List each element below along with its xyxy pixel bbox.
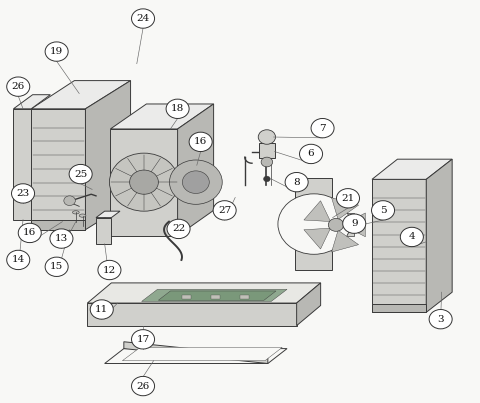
Text: 7: 7 <box>319 124 326 133</box>
Polygon shape <box>96 211 120 218</box>
Circle shape <box>167 219 190 239</box>
Polygon shape <box>304 228 331 249</box>
Polygon shape <box>297 283 321 326</box>
Circle shape <box>182 171 209 193</box>
Polygon shape <box>304 201 331 222</box>
Circle shape <box>166 99 189 118</box>
Ellipse shape <box>72 211 79 214</box>
Text: 25: 25 <box>74 170 87 179</box>
Circle shape <box>132 376 155 396</box>
Text: 27: 27 <box>218 206 231 215</box>
Text: 23: 23 <box>16 189 30 198</box>
Circle shape <box>189 132 212 152</box>
Text: 12: 12 <box>103 266 116 274</box>
Polygon shape <box>332 198 359 220</box>
Circle shape <box>50 229 73 248</box>
Circle shape <box>336 189 360 208</box>
Circle shape <box>12 184 35 203</box>
Polygon shape <box>13 109 31 220</box>
Circle shape <box>343 214 366 233</box>
Polygon shape <box>372 304 426 312</box>
Text: 18: 18 <box>171 104 184 113</box>
Polygon shape <box>295 178 332 270</box>
Text: 3: 3 <box>437 315 444 324</box>
Circle shape <box>372 201 395 220</box>
Polygon shape <box>110 129 178 236</box>
Polygon shape <box>178 104 214 236</box>
Circle shape <box>45 257 68 276</box>
Text: 8: 8 <box>293 178 300 187</box>
Circle shape <box>132 9 155 28</box>
Text: 24: 24 <box>136 14 150 23</box>
Text: 17: 17 <box>136 335 150 344</box>
Text: 5: 5 <box>380 206 386 215</box>
Text: 14: 14 <box>12 256 25 264</box>
Polygon shape <box>124 342 268 364</box>
Polygon shape <box>96 218 111 244</box>
Text: 19: 19 <box>50 47 63 56</box>
Circle shape <box>7 250 30 270</box>
Polygon shape <box>87 283 321 303</box>
Polygon shape <box>259 143 275 158</box>
Polygon shape <box>332 230 359 252</box>
Circle shape <box>258 130 276 144</box>
Circle shape <box>400 227 423 247</box>
Polygon shape <box>31 109 85 230</box>
Circle shape <box>169 160 222 204</box>
Bar <box>211 295 220 299</box>
Text: 26: 26 <box>136 382 150 391</box>
Ellipse shape <box>79 214 86 217</box>
Polygon shape <box>85 81 131 230</box>
Circle shape <box>7 77 30 96</box>
Circle shape <box>278 194 350 254</box>
Circle shape <box>90 300 113 319</box>
Bar <box>182 295 191 299</box>
Circle shape <box>98 260 121 280</box>
Polygon shape <box>158 291 276 300</box>
Polygon shape <box>343 213 365 237</box>
Circle shape <box>264 176 270 182</box>
Polygon shape <box>122 347 282 361</box>
Polygon shape <box>31 81 131 109</box>
Bar <box>240 295 249 299</box>
Polygon shape <box>336 213 354 236</box>
Text: 15: 15 <box>50 262 63 271</box>
Text: 21: 21 <box>341 194 355 203</box>
Text: 16: 16 <box>23 229 36 237</box>
Circle shape <box>18 223 41 243</box>
Polygon shape <box>87 303 297 326</box>
Text: 6: 6 <box>308 150 314 158</box>
Circle shape <box>261 157 273 167</box>
Text: 13: 13 <box>55 234 68 243</box>
Circle shape <box>109 153 179 211</box>
Text: 22: 22 <box>172 224 185 233</box>
Text: 26: 26 <box>12 82 25 91</box>
Polygon shape <box>372 159 452 179</box>
Text: 11: 11 <box>95 305 108 314</box>
Text: 4: 4 <box>408 233 415 241</box>
Polygon shape <box>31 220 85 230</box>
Polygon shape <box>426 159 452 312</box>
Polygon shape <box>110 104 214 129</box>
Circle shape <box>328 218 344 231</box>
Circle shape <box>213 201 236 220</box>
Polygon shape <box>142 289 287 301</box>
Circle shape <box>69 164 92 184</box>
Circle shape <box>300 144 323 164</box>
Text: 16: 16 <box>194 137 207 146</box>
Circle shape <box>45 42 68 61</box>
Text: 9: 9 <box>351 219 358 228</box>
Circle shape <box>285 172 308 192</box>
Circle shape <box>132 330 155 349</box>
Circle shape <box>311 118 334 138</box>
Polygon shape <box>372 179 426 312</box>
Polygon shape <box>13 95 50 109</box>
Circle shape <box>130 170 158 194</box>
Circle shape <box>64 196 75 206</box>
Circle shape <box>429 310 452 329</box>
